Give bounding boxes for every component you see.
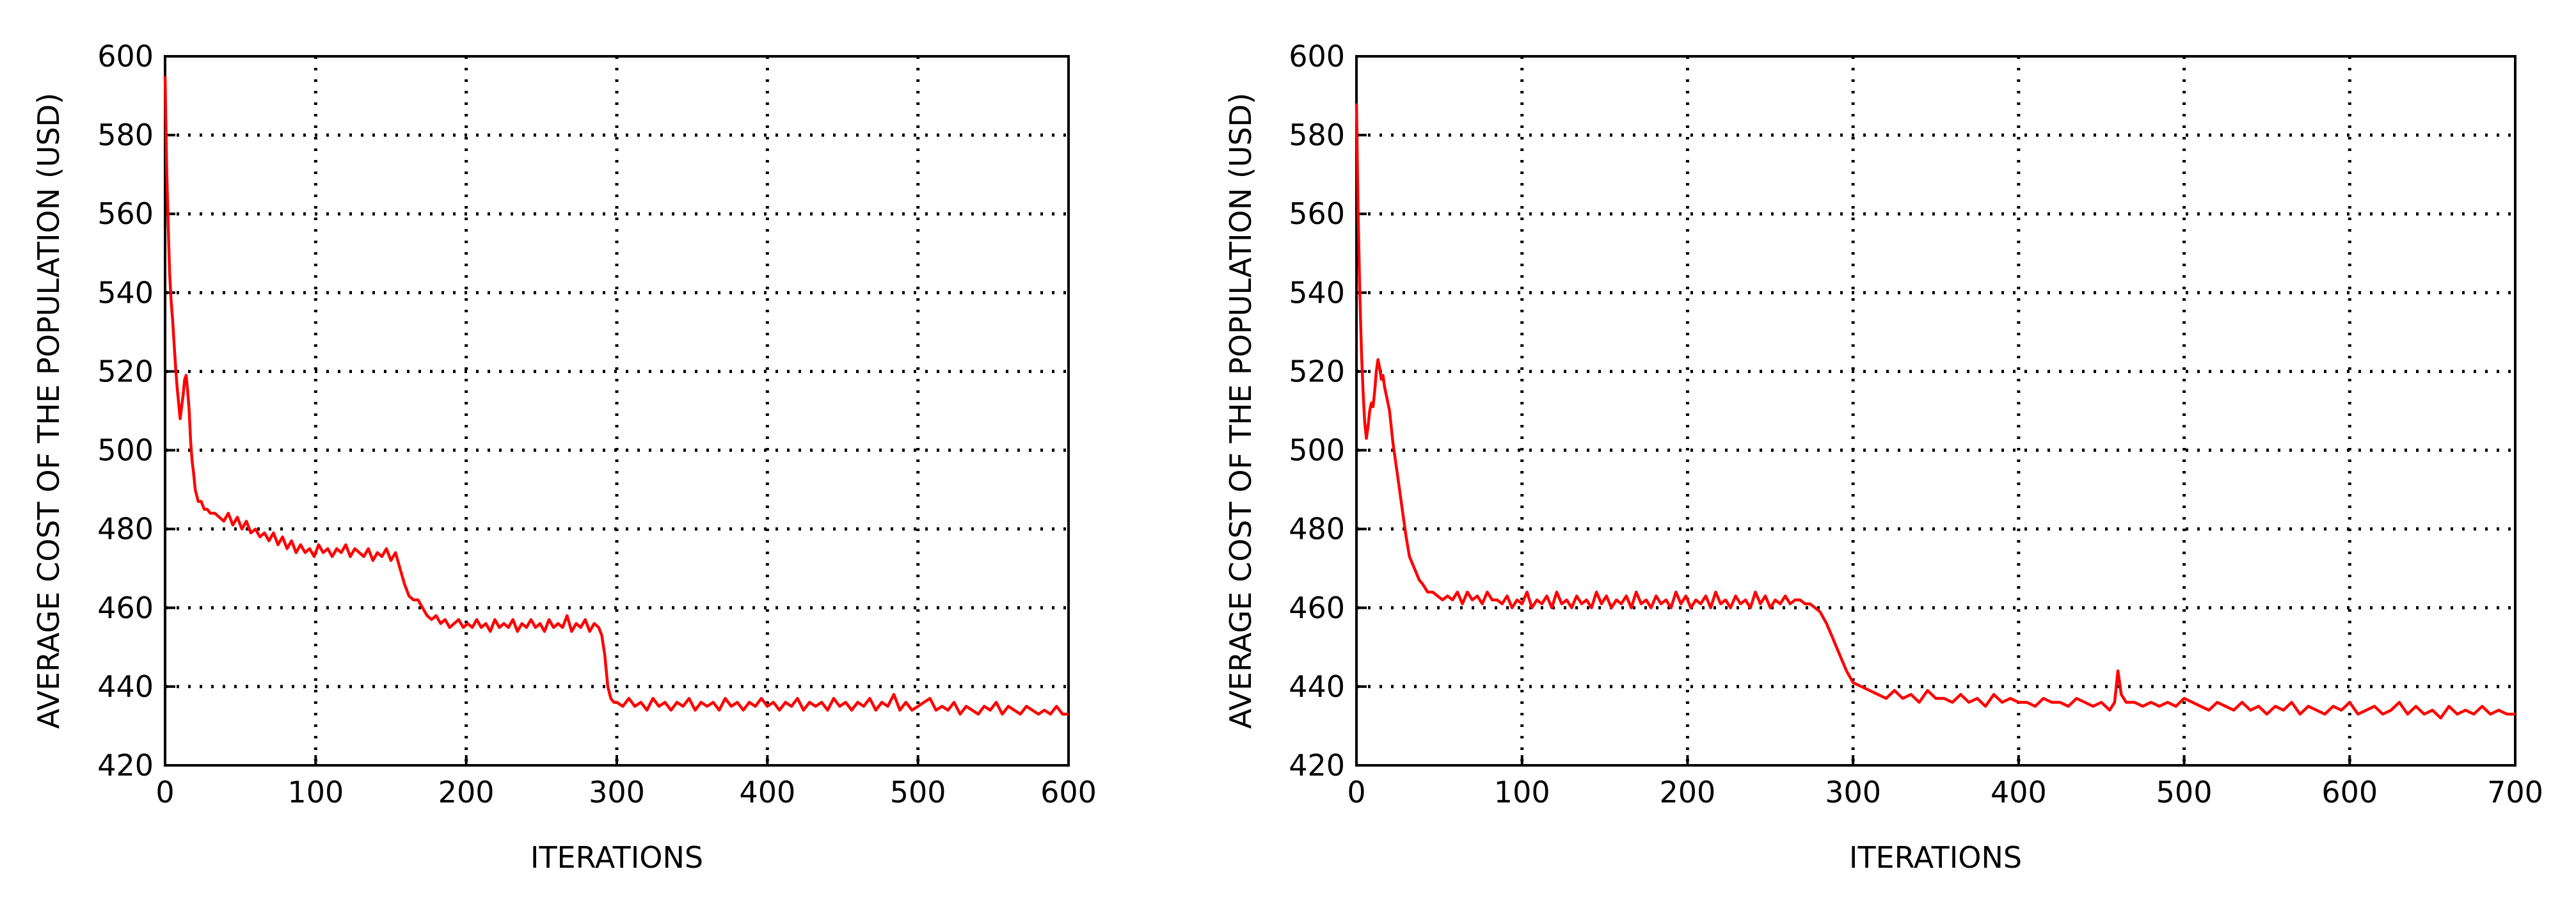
chart-left-x-axis-label: ITERATIONS	[530, 840, 703, 875]
chart-right-y-tick-label: 480	[1289, 512, 1345, 546]
chart-right-x-tick-label: 500	[2156, 775, 2213, 809]
chart-right-y-tick-label: 580	[1289, 118, 1345, 152]
chart-right-y-tick-label: 440	[1289, 669, 1345, 704]
chart-left-x-tick-label: 200	[438, 775, 495, 809]
chart-right-x-axis-label: ITERATIONS	[1849, 840, 2022, 875]
chart-right-x-tick-label: 300	[1825, 775, 1881, 809]
chart-left-y-tick-label: 600	[97, 39, 154, 74]
chart-right-x-tick-label: 600	[2321, 775, 2378, 809]
chart-right-ticks: 0 100 200 300 400 500 600 700 420 440 460 480 500 520…	[1289, 39, 2543, 809]
chart-left-ticks: 0 100 200 300 400 500 600 420 440 460 480 500 520 540…	[97, 39, 1097, 809]
chart-right: 0 100 200 300 400 500 600 700 420 440 460 480 500 520…	[1223, 39, 2543, 875]
chart-right-y-tick-label: 540	[1289, 275, 1345, 310]
chart-left-y-tick-label: 480	[97, 512, 154, 546]
chart-right-y-axis-label: AVERAGE COST OF THE POPULATION (USD)	[1223, 93, 1258, 729]
chart-right-x-tick-label: 400	[1991, 775, 2047, 809]
chart-right-series	[1355, 103, 2515, 720]
chart-left-series-line	[163, 76, 1069, 716]
chart-left-x-tick-label: 0	[155, 775, 174, 809]
chart-left-grid	[165, 56, 1069, 765]
chart-right-y-tick-label: 500	[1289, 433, 1345, 468]
chart-right-series-line	[1355, 103, 2515, 720]
chart-left-y-axis-label: AVERAGE COST OF THE POPULATION (USD)	[31, 93, 66, 729]
chart-left-x-tick-label: 500	[890, 775, 946, 809]
chart-right-x-tick-label: 0	[1347, 775, 1365, 809]
chart-left-y-tick-label: 500	[97, 433, 154, 468]
chart-left-x-tick-label: 400	[739, 775, 795, 809]
chart-left-y-tick-label: 540	[97, 275, 154, 310]
chart-left: 0 100 200 300 400 500 600 420 440 460 480 500 520 540…	[31, 39, 1097, 875]
chart-left-y-tick-label: 580	[97, 118, 154, 152]
chart-right-plot-frame	[1355, 55, 2516, 767]
chart-left-x-tick-label: 300	[589, 775, 645, 809]
chart-right-x-tick-label: 700	[2487, 775, 2543, 809]
chart-left-series	[163, 76, 1069, 716]
chart-left-y-tick-label: 460	[97, 591, 154, 625]
chart-left-x-tick-label: 100	[287, 775, 344, 809]
chart-right-y-tick-label: 560	[1289, 196, 1345, 231]
chart-right-x-tick-label: 200	[1660, 775, 1716, 809]
chart-right-y-tick-label: 520	[1289, 354, 1345, 388]
chart-left-y-tick-label: 420	[97, 748, 154, 783]
chart-left-y-tick-label: 440	[97, 669, 154, 704]
chart-left-x-tick-label: 600	[1040, 775, 1097, 809]
chart-right-y-tick-label: 600	[1289, 39, 1345, 74]
chart-right-x-tick-label: 100	[1494, 775, 1550, 809]
chart-right-y-tick-label: 420	[1289, 748, 1345, 783]
chart-left-y-tick-label: 560	[97, 196, 154, 231]
chart-left-y-tick-label: 520	[97, 354, 154, 388]
chart-right-y-tick-label: 460	[1289, 591, 1345, 625]
